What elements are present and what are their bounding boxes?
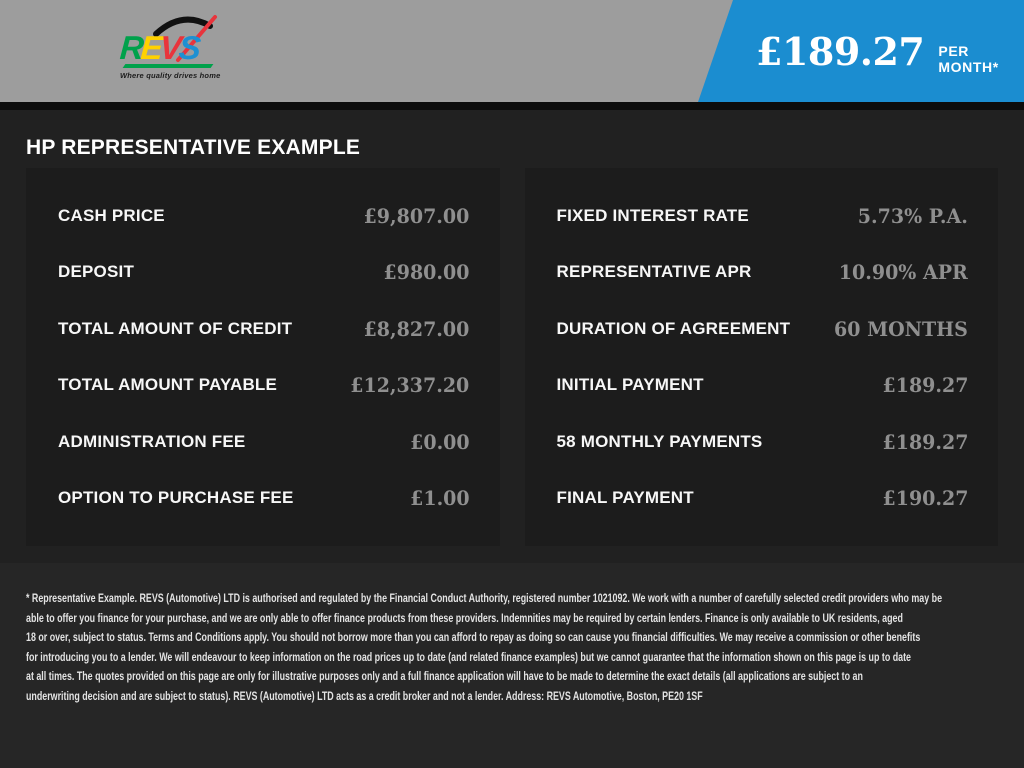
finance-row-label: FIXED INTEREST RATE	[556, 206, 749, 225]
disclaimer-footer: * Representative Example. REVS (Automoti…	[0, 563, 1024, 768]
finance-row-value: 10.90% APR	[839, 260, 968, 285]
finance-row: FIXED INTEREST RATE 5.73% P.A.	[557, 188, 969, 244]
finance-row-label: CASH PRICE	[58, 206, 165, 225]
revs-logo[interactable]: REVS Where quality drives home	[118, 14, 226, 86]
logo-tagline: Where quality drives home	[120, 71, 221, 80]
finance-row: TOTAL AMOUNT PAYABLE £12,337.20	[58, 357, 470, 413]
disclaimer-line: for introducing you to a lender. We will…	[26, 649, 911, 664]
logo-letter-r: R	[118, 29, 143, 66]
finance-row-label: 58 MONTHLY PAYMENTS	[556, 431, 763, 451]
finance-panels: CASH PRICE £9,807.00 DEPOSIT £980.00 TOT…	[26, 168, 998, 546]
finance-row-label: OPTION TO PURCHASE FEE	[58, 487, 294, 507]
disclaimer-line: at all times. The quotes provided on thi…	[26, 669, 863, 683]
finance-row-label: DURATION OF AGREEMENT	[556, 318, 791, 338]
finance-row-label: ADMINISTRATION FEE	[58, 431, 246, 451]
finance-row: FINAL PAYMENT £190.27	[557, 470, 969, 526]
logo-letter-s: S	[177, 29, 200, 66]
finance-row-value: £0.00	[409, 429, 470, 454]
finance-row: TOTAL AMOUNT OF CREDIT £8,827.00	[58, 301, 470, 357]
finance-row: CASH PRICE £9,807.00	[58, 188, 470, 244]
finance-row-label: DEPOSIT	[58, 262, 135, 282]
finance-row: DURATION OF AGREEMENT 60 MONTHS	[557, 301, 969, 357]
logo-wordmark: REVS	[118, 29, 200, 66]
finance-row-value: £9,807.00	[363, 204, 470, 228]
finance-row-value: £189.27	[882, 429, 968, 454]
finance-row-value: £980.00	[383, 260, 470, 285]
finance-row-label: INITIAL PAYMENT	[556, 375, 704, 395]
finance-row-value: 60 MONTHS	[834, 316, 968, 341]
finance-row: REPRESENTATIVE APR 10.90% APR	[557, 244, 969, 300]
disclaimer-line: able to offer you finance for your purch…	[26, 610, 903, 625]
finance-row-label: TOTAL AMOUNT PAYABLE	[58, 375, 278, 395]
finance-row-value: £12,337.20	[350, 373, 470, 398]
finance-row: 58 MONTHLY PAYMENTS £189.27	[557, 414, 969, 470]
finance-row-value: £1.00	[409, 485, 470, 510]
finance-row-value: £190.27	[882, 485, 968, 510]
finance-panel-left: CASH PRICE £9,807.00 DEPOSIT £980.00 TOT…	[26, 168, 500, 546]
finance-row-value: 5.73% P.A.	[857, 204, 968, 228]
finance-row-value: £189.27	[882, 373, 968, 398]
header-divider	[0, 102, 1024, 110]
monthly-price-suffix: PER MONTH*	[938, 43, 999, 75]
finance-row: DEPOSIT £980.00	[58, 244, 470, 300]
finance-panel-right: FIXED INTEREST RATE 5.73% P.A. REPRESENT…	[524, 168, 998, 546]
monthly-price: £189.27	[756, 28, 925, 74]
disclaimer-line: * Representative Example. REVS (Automoti…	[26, 591, 943, 605]
section-title: HP REPRESENTATIVE EXAMPLE	[26, 136, 361, 159]
finance-row-label: FINAL PAYMENT	[556, 487, 694, 507]
finance-row-label: TOTAL AMOUNT OF CREDIT	[58, 318, 293, 338]
logo-underline	[122, 64, 214, 68]
finance-row-value: £8,827.00	[363, 316, 470, 341]
finance-row: ADMINISTRATION FEE £0.00	[58, 414, 470, 470]
monthly-price-banner: £189.27 PER MONTH*	[698, 0, 1024, 102]
finance-row-label: REPRESENTATIVE APR	[556, 262, 752, 282]
disclaimer-line: underwriting decision and are subject to…	[26, 688, 703, 703]
top-header-bar: REVS Where quality drives home £189.27 P…	[0, 0, 1024, 102]
finance-example-section: HP REPRESENTATIVE EXAMPLE CASH PRICE £9,…	[0, 110, 1024, 563]
finance-row: INITIAL PAYMENT £189.27	[557, 357, 969, 413]
disclaimer-line: 18 or over, subject to status. Terms and…	[26, 630, 921, 644]
finance-row: OPTION TO PURCHASE FEE £1.00	[58, 470, 470, 526]
